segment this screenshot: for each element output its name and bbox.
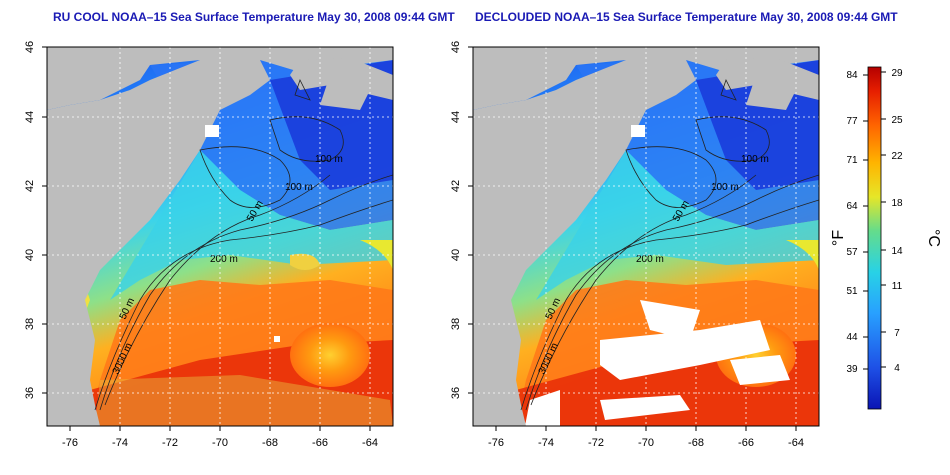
colorbar-scale <box>867 66 882 410</box>
lon-tick-label: -72 <box>162 437 178 449</box>
lon-tick-label: -66 <box>312 437 328 449</box>
lon-tick-label: -74 <box>112 437 128 449</box>
lat-tick-label: 44 <box>24 111 36 123</box>
lat-tick-label: 36 <box>450 387 462 399</box>
lat-tick-label: 42 <box>24 180 36 192</box>
lon-tick-label: -66 <box>738 437 754 449</box>
fahrenheit-tick-label: 39 <box>846 364 858 375</box>
lon-tick-label: -74 <box>538 437 554 449</box>
lon-tick-label: -76 <box>488 437 504 449</box>
lat-tick-label: 42 <box>450 180 462 192</box>
celsius-ticks: 29 25 22 18 14 11 7 4 <box>881 68 903 374</box>
fahrenheit-tick-label: 51 <box>846 286 858 297</box>
contour-label: 100 m <box>741 154 769 165</box>
lon-tick-label: -68 <box>688 437 704 449</box>
fahrenheit-tick-label: 77 <box>846 116 858 127</box>
fahrenheit-tick-label: 71 <box>846 155 858 166</box>
right-lat-axis: 46 44 42 40 38 36 <box>450 41 473 399</box>
lat-tick-label: 46 <box>24 41 36 53</box>
left-map-title: RU COOL NOAA–15 Sea Surface Temperature … <box>53 10 455 24</box>
fahrenheit-ticks: 84 77 71 64 57 51 44 39 <box>846 70 868 375</box>
right-map: 100 m 100 m 50 m 200 m 50 m 3000 m <box>473 47 819 426</box>
lon-tick-label: -76 <box>62 437 78 449</box>
celsius-tick-label: 14 <box>891 246 903 257</box>
lon-tick-label: -70 <box>212 437 228 449</box>
right-lon-axis: -76 -74 -72 -70 -68 -66 -64 <box>488 426 804 449</box>
lon-tick-label: -64 <box>362 437 378 449</box>
celsius-unit-label: °C <box>925 229 942 247</box>
lon-tick-label: -70 <box>638 437 654 449</box>
fahrenheit-tick-label: 64 <box>846 201 858 212</box>
lat-tick-label: 38 <box>450 318 462 330</box>
celsius-tick-label: 4 <box>894 363 900 374</box>
lat-tick-label: 46 <box>450 41 462 53</box>
fahrenheit-tick-label: 57 <box>846 247 858 258</box>
celsius-tick-label: 25 <box>891 115 903 126</box>
land-coast <box>473 60 696 426</box>
celsius-tick-label: 29 <box>891 68 903 79</box>
celsius-tick-label: 18 <box>891 198 903 209</box>
fahrenheit-tick-label: 84 <box>846 70 858 81</box>
fahrenheit-tick-label: 44 <box>846 332 858 343</box>
contour-label: 100 m <box>285 182 313 193</box>
left-lon-axis: -76 -74 -72 -70 -68 -66 -64 <box>62 426 378 449</box>
left-map: 100 m 100 m 50 m 200 m 50 m 3000 m <box>47 47 393 426</box>
grid-lines <box>47 47 393 426</box>
right-map-title: DECLOUDED NOAA–15 Sea Surface Temperatur… <box>475 10 898 24</box>
lon-tick-label: -64 <box>788 437 804 449</box>
lat-tick-label: 38 <box>24 318 36 330</box>
contour-label: 200 m <box>210 254 238 265</box>
grid-lines <box>473 47 819 426</box>
bathymetry-contours <box>520 78 819 411</box>
left-lat-axis: 46 44 42 40 38 36 <box>24 41 47 399</box>
lat-tick-label: 36 <box>24 387 36 399</box>
lat-tick-label: 44 <box>450 111 462 123</box>
land-coast <box>47 60 270 426</box>
celsius-tick-label: 7 <box>894 328 900 339</box>
celsius-tick-label: 22 <box>891 151 903 162</box>
fahrenheit-unit-label: °F <box>830 230 847 246</box>
lat-tick-label: 40 <box>24 249 36 261</box>
bathymetry-contours <box>94 78 393 411</box>
lon-tick-label: -72 <box>588 437 604 449</box>
contour-label: 100 m <box>711 182 739 193</box>
celsius-tick-label: 11 <box>892 281 903 292</box>
colorbar: 84 77 71 64 57 51 44 39 29 25 22 18 14 1… <box>830 66 942 410</box>
lat-tick-label: 40 <box>450 249 462 261</box>
contour-label: 100 m <box>315 154 343 165</box>
contour-label: 200 m <box>636 254 664 265</box>
lon-tick-label: -68 <box>262 437 278 449</box>
